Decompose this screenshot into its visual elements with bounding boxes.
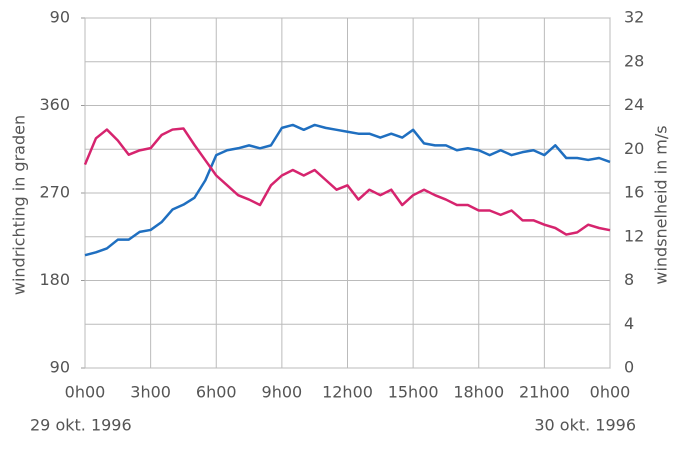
data-line xyxy=(83,127,611,236)
x-tick-label: 21h00 xyxy=(519,383,570,402)
x-tick-label: 9h00 xyxy=(262,383,303,402)
y-tick-label: 360 xyxy=(39,95,70,114)
y-tick-label: 90 xyxy=(50,8,70,27)
y2-tick-label: 12 xyxy=(624,226,644,245)
y2-tick-label: 0 xyxy=(624,358,634,377)
y2-tick-label: 32 xyxy=(624,8,644,27)
annotation: 30 okt. 1996 xyxy=(534,416,636,435)
x-tick-label: 15h00 xyxy=(388,383,439,402)
y-axis-title: windrichting in graden xyxy=(10,115,29,295)
annotation: 29 okt. 1996 xyxy=(30,416,132,435)
x-tick-label: 3h00 xyxy=(130,383,171,402)
y2-tick-label: 20 xyxy=(624,139,644,158)
y2-axis-title: windsnelheid in m/s xyxy=(652,125,671,284)
x-tick-label: 6h00 xyxy=(196,383,237,402)
x-tick-label: 0h00 xyxy=(65,383,106,402)
data-line xyxy=(84,123,611,257)
y2-tick-label: 4 xyxy=(624,314,634,333)
y-tick-label: 180 xyxy=(39,270,70,289)
y2-tick-label: 24 xyxy=(624,95,644,114)
y-tick-label: 90 xyxy=(50,358,70,377)
y2-tick-label: 28 xyxy=(624,51,644,70)
x-tick-label: 18h00 xyxy=(453,383,504,402)
y-tick-label: 270 xyxy=(39,183,70,202)
x-tick-label: 0h00 xyxy=(590,383,631,402)
x-tick-label: 12h00 xyxy=(322,383,373,402)
y2-tick-label: 8 xyxy=(624,270,634,289)
y2-tick-label: 16 xyxy=(624,183,644,202)
